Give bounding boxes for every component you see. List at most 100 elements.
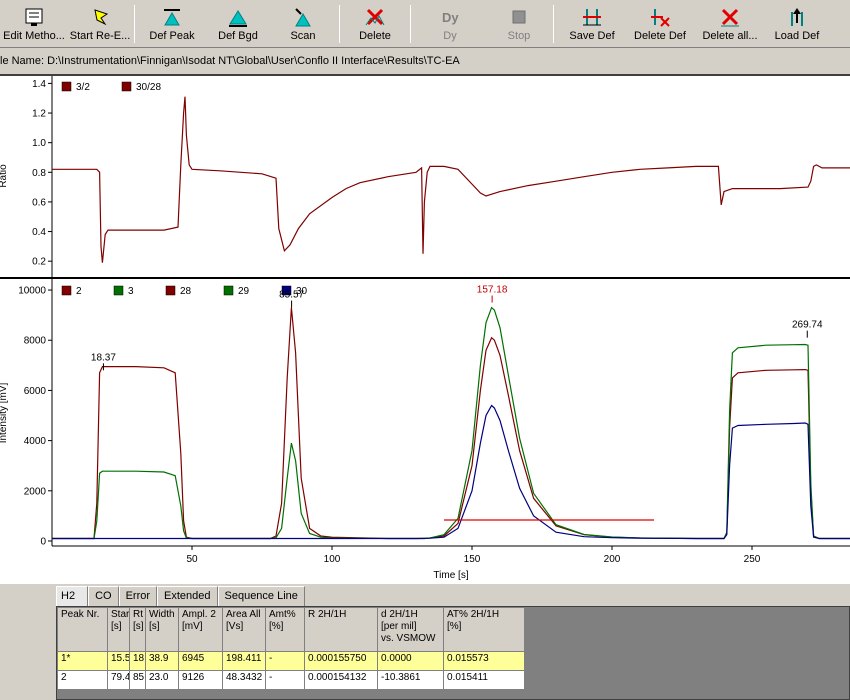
start-reeval-icon [94, 9, 109, 26]
x-tick-label: 100 [324, 554, 341, 565]
table-cell[interactable]: 2 [57, 670, 108, 690]
column-header[interactable]: Area All [Vs] [222, 607, 266, 652]
edit-method-button[interactable]: Edit Metho... [0, 0, 68, 48]
table-cell[interactable]: 0.000154132 [304, 670, 378, 690]
dy-label: Dy [443, 30, 457, 42]
table-cell[interactable]: 1* [57, 651, 108, 671]
legend-swatch-29 [223, 285, 234, 296]
stop-button[interactable]: Stop [487, 0, 551, 48]
tab-extended[interactable]: Extended [157, 586, 218, 606]
table-cell[interactable]: 48.3432 [222, 670, 266, 690]
series-line-3-2 [52, 96, 850, 263]
legend-swatch-30 [281, 285, 292, 296]
dy-icon: Dy [442, 10, 459, 25]
y-tick-label: 0.6 [32, 197, 46, 208]
column-header[interactable]: Ampl. 2 [mV] [178, 607, 223, 652]
delete-all-label: Delete all... [702, 30, 758, 42]
peak-label: 18.37 [91, 352, 116, 363]
column-header[interactable]: Width [s] [145, 607, 179, 652]
start-reeval-label: Start Re-E... [69, 30, 131, 42]
stop-icon [512, 10, 526, 24]
peak-label: 157.18 [477, 285, 508, 296]
tab-error[interactable]: Error [118, 586, 158, 606]
table-cell[interactable]: -10.3861 [377, 670, 444, 690]
y-tick-label: 0.2 [32, 257, 46, 268]
column-header[interactable]: Peak Nr. [57, 607, 108, 652]
file-path: D:\Instrumentation\Finnigan\Isodat NT\Gl… [47, 55, 460, 67]
x-axis-label: Time [s] [433, 570, 468, 581]
y-tick-label: 8000 [24, 336, 47, 347]
delete-all-button[interactable]: Delete all... [692, 0, 768, 48]
table-cell[interactable]: 0.000155750 [304, 651, 378, 671]
column-header[interactable]: Start [s] [107, 607, 130, 652]
def-peak-label: Def Peak [149, 30, 195, 42]
legend-swatch-28 [165, 285, 176, 296]
column-header[interactable]: AT% 2H/1H [%] [443, 607, 525, 652]
file-name-label: le Name: [0, 55, 45, 67]
table-cell[interactable]: 0.0000 [377, 651, 444, 671]
dy-button[interactable]: Dy Dy [413, 0, 487, 48]
table-cell[interactable]: 23.0 [145, 670, 179, 690]
y-tick-label: 1.2 [32, 109, 46, 120]
delete-def-button[interactable]: Delete Def [628, 0, 692, 48]
scan-label: Scan [290, 30, 316, 42]
delete-all-icon [721, 8, 739, 27]
table-cell[interactable]: 6945 [178, 651, 223, 671]
y-tick-label: 6000 [24, 386, 47, 397]
tab-sequence-line[interactable]: Sequence Line [217, 586, 305, 606]
scan-button[interactable]: Scan [269, 0, 337, 48]
x-tick-label: 250 [744, 554, 761, 565]
y-tick-label: 0.4 [32, 227, 46, 238]
legend-swatch-30-28 [121, 81, 132, 92]
load-def-button[interactable]: Load Def [768, 0, 826, 48]
toolbar-separator [553, 5, 554, 43]
table-cell[interactable]: 9126 [178, 670, 223, 690]
table-cell[interactable]: 85 [129, 670, 146, 690]
table-cell[interactable]: 198.411 [222, 651, 266, 671]
table-cell[interactable]: 18 [129, 651, 146, 671]
toolbar-separator [134, 5, 135, 43]
delete-button[interactable]: Delete [342, 0, 408, 48]
peak-label: 85.57 [279, 290, 304, 301]
y-tick-label: 1.4 [32, 79, 46, 90]
x-tick-label: 200 [604, 554, 621, 565]
load-def-label: Load Def [774, 30, 820, 42]
table-cell[interactable]: - [265, 651, 305, 671]
y-tick-label: 0.8 [32, 168, 46, 179]
def-bgd-button[interactable]: Def Bgd [207, 0, 269, 48]
table-row[interactable]: 1* 15.5 18 38.9 6945 198.411-0.000155750 0.000… [57, 651, 525, 671]
delete-def-icon [651, 9, 670, 27]
table-row[interactable]: 2 79.4 85 23.0 9126 48.3432-0.000154132 -10.38… [57, 670, 525, 690]
legend-label-3: 3 [128, 286, 134, 297]
def-bgd-icon [229, 10, 247, 27]
table-cell[interactable]: - [265, 670, 305, 690]
column-header[interactable]: Amt% [%] [265, 607, 305, 652]
column-header[interactable]: d 2H/1H [per mil] vs. VSMOW [377, 607, 444, 652]
column-header[interactable]: Rt [s] [129, 607, 146, 652]
chromatogram-svg[interactable]: 0.2 0.4 0.6 0.8 1.0 1.2 1.4 Ratio 3/2 30/28 0 2000 4… [0, 76, 850, 586]
y-tick-label: 4000 [24, 436, 47, 447]
table-cell[interactable]: 15.5 [107, 651, 130, 671]
table-body: 1* 15.5 18 38.9 6945 198.411-0.000155750 0.000… [57, 651, 525, 690]
table-cell[interactable]: 79.4 [107, 670, 130, 690]
table-cell[interactable]: 0.015573 [443, 651, 525, 671]
y-tick-label: 0 [40, 536, 46, 547]
chromatogram-area[interactable]: 0.2 0.4 0.6 0.8 1.0 1.2 1.4 Ratio 3/2 30/28 0 2000 4… [0, 74, 850, 584]
edit-method-label: Edit Metho... [3, 30, 65, 42]
save-def-button[interactable]: Save Def [556, 0, 628, 48]
results-panel: H2 CO Error Extended Sequence Line Peak Nr. S… [0, 584, 850, 700]
def-peak-button[interactable]: Def Peak [137, 0, 207, 48]
start-reeval-button[interactable]: Start Re-E... [68, 0, 132, 48]
legend-label-2: 2 [76, 286, 82, 297]
load-def-icon [791, 8, 803, 26]
toolbar-separator [339, 5, 340, 43]
legend-label-30-28: 30/28 [136, 82, 161, 93]
table-cell[interactable]: 0.015411 [443, 670, 525, 690]
column-header[interactable]: R 2H/1H [304, 607, 378, 652]
table-cell[interactable]: 38.9 [145, 651, 179, 671]
y-axis-label: Ratio [0, 164, 9, 188]
scan-icon [295, 8, 311, 27]
tab-co[interactable]: CO [88, 586, 119, 606]
result-tabs: H2 CO Error Extended Sequence Line [56, 586, 305, 607]
tab-h2[interactable]: H2 [56, 586, 89, 607]
